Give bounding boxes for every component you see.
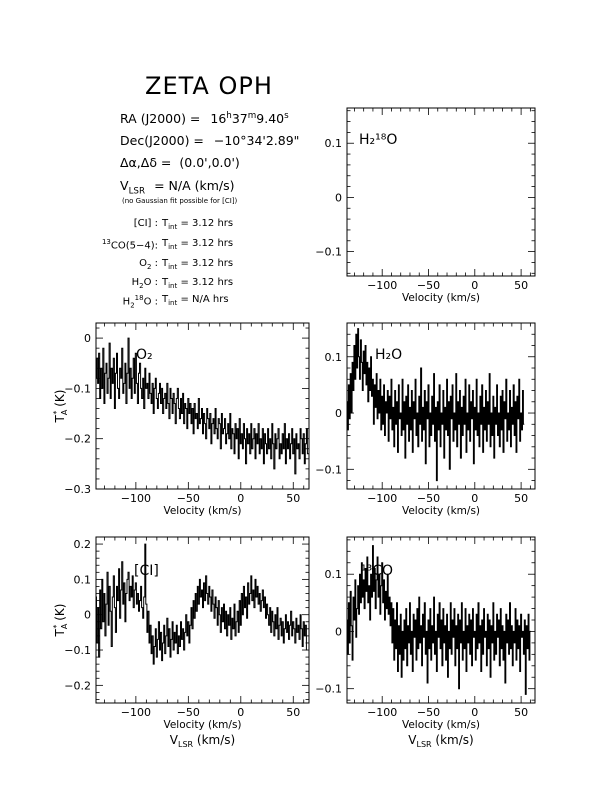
source-title: ZETA OPH bbox=[145, 72, 273, 100]
vlsr-line: VLSR = N/A (km/s) bbox=[120, 178, 235, 197]
vlsr-label: VLSR bbox=[120, 178, 146, 197]
x-tick-label: 0 bbox=[237, 706, 244, 719]
panel-13co: −100 −50 0 50 0.1 0 −0.1 Velocity (km/s) VLSR (k… bbox=[315, 536, 536, 749]
vlsr-value: = N/A (km/s) bbox=[154, 178, 235, 193]
y-tick-label: −0.1 bbox=[315, 246, 342, 259]
ra-line: RA (J2000) = 16h37m9.40s bbox=[120, 111, 289, 126]
spectrum-line bbox=[96, 337, 309, 475]
y-axis-label: TA* (K) bbox=[52, 390, 69, 424]
x-tick-label: −50 bbox=[177, 706, 200, 719]
x-axis-label: Velocity (km/s) bbox=[402, 505, 480, 517]
x-tick-label: −100 bbox=[367, 279, 397, 292]
ra-label: RA (J2000) = bbox=[120, 111, 201, 127]
y-tick-label: −0.2 bbox=[64, 433, 91, 446]
y-tick-label: 0.1 bbox=[325, 568, 343, 581]
y-tick-label: −0.3 bbox=[64, 483, 91, 496]
y-axis-label: TA* (K) bbox=[52, 604, 69, 638]
y-tick-label: 0 bbox=[84, 332, 91, 345]
species-label: [CI] bbox=[134, 563, 159, 579]
plot-frame bbox=[95, 322, 310, 490]
x-tick-label: −50 bbox=[177, 492, 200, 505]
offset-label: Δα,Δδ = bbox=[120, 155, 172, 170]
spectrum-line bbox=[347, 545, 531, 695]
plot-frame bbox=[346, 107, 536, 277]
x-tick-label: −100 bbox=[121, 492, 151, 505]
tint-h2o-species: H2O : bbox=[131, 277, 158, 290]
y-tick-label: 0 bbox=[84, 609, 91, 622]
x-tick-label: 0 bbox=[471, 706, 478, 719]
ra-value: 16h37m9.40s bbox=[210, 111, 289, 127]
x-tick-label: 50 bbox=[514, 279, 528, 292]
panel-h2o: −100 −50 0 50 0.1 0 −0.1 Velocity (km/s) H₂O bbox=[315, 322, 536, 517]
species-label: H₂O bbox=[375, 347, 402, 363]
x-axis-label: Velocity (km/s) bbox=[163, 505, 241, 517]
x-tick-label: −50 bbox=[417, 279, 440, 292]
dec-label: Dec(J2000) = bbox=[120, 133, 204, 148]
x-axis-label-vlsr: VLSR (km/s) bbox=[408, 733, 473, 749]
dec-value: −10°34'2.89" bbox=[213, 133, 300, 148]
species-label: O₂ bbox=[136, 347, 153, 363]
tint-o2-value: Tint = 3.12 hrs bbox=[162, 258, 234, 271]
offset-line: Δα,Δδ = (0.0',0.0') bbox=[120, 155, 240, 170]
dec-line: Dec(J2000) = −10°34'2.89" bbox=[120, 133, 299, 148]
tint-h218o-species: H218O : bbox=[122, 294, 158, 310]
y-tick-label: 0 bbox=[335, 625, 342, 638]
panel-o2: −100 −50 0 50 0 −0.1 −0.2 −0.3 Velocity (km/s) TA… bbox=[52, 322, 310, 517]
y-tick-label: 0 bbox=[335, 191, 342, 204]
x-tick-label: −100 bbox=[367, 706, 397, 719]
y-tick-label: −0.1 bbox=[315, 463, 342, 476]
y-tick-label: −0.1 bbox=[64, 382, 91, 395]
y-tick-label: 0.1 bbox=[325, 351, 343, 364]
tint-13co-value: Tint = 3.12 hrs bbox=[162, 238, 234, 251]
y-tick-label: 0.2 bbox=[74, 538, 92, 551]
tint-h218o-value: Tint = N/A hrs bbox=[162, 294, 229, 307]
panel-h2-18o: −100 −50 0 50 0.1 0 −0.1 Velocity (km/s) H₂¹⁸O bbox=[315, 107, 536, 304]
x-axis-label: Velocity (km/s) bbox=[163, 719, 241, 731]
x-tick-label: −100 bbox=[367, 492, 397, 505]
x-axis-label-vlsr: VLSR (km/s) bbox=[170, 733, 235, 749]
offset-value: (0.0',0.0') bbox=[179, 155, 240, 170]
x-tick-label: −50 bbox=[417, 706, 440, 719]
species-label: H₂¹⁸O bbox=[359, 132, 397, 148]
x-tick-label: 50 bbox=[514, 706, 528, 719]
x-tick-label: −50 bbox=[417, 492, 440, 505]
species-label: ¹³CO bbox=[361, 563, 393, 579]
x-tick-label: 50 bbox=[286, 492, 300, 505]
spectrum-line bbox=[96, 543, 308, 665]
x-tick-label: 0 bbox=[471, 492, 478, 505]
tint-ci-species: [CI] : bbox=[133, 218, 158, 229]
tint-o2-species: O2 : bbox=[139, 258, 158, 271]
y-tick-label: −0.1 bbox=[315, 683, 342, 696]
x-tick-label: 0 bbox=[471, 279, 478, 292]
x-axis-label: Velocity (km/s) bbox=[402, 292, 480, 304]
y-tick-label: 0.1 bbox=[74, 573, 92, 586]
tint-13co-species: 13CO(5−4): bbox=[101, 238, 158, 252]
y-tick-label: 0 bbox=[335, 407, 342, 420]
x-tick-label: 50 bbox=[514, 492, 528, 505]
x-tick-label: −100 bbox=[121, 706, 151, 719]
vlsr-note: (no Gaussian fit possible for [CI]) bbox=[122, 197, 238, 205]
tint-ci-value: Tint = 3.12 hrs bbox=[162, 218, 234, 231]
panel-ci: −100 −50 0 50 0.2 0.1 0 −0.1 −0.2 Velocity (km/s)… bbox=[52, 536, 310, 749]
y-tick-label: −0.1 bbox=[64, 644, 91, 657]
y-tick-label: 0.1 bbox=[325, 137, 343, 150]
tint-h2o-value: Tint = 3.12 hrs bbox=[162, 277, 234, 290]
x-tick-label: 50 bbox=[286, 706, 300, 719]
x-axis-label: Velocity (km/s) bbox=[402, 719, 480, 731]
x-tick-label: 0 bbox=[237, 492, 244, 505]
y-tick-label: −0.2 bbox=[64, 679, 91, 692]
spectrum-line bbox=[347, 328, 525, 482]
